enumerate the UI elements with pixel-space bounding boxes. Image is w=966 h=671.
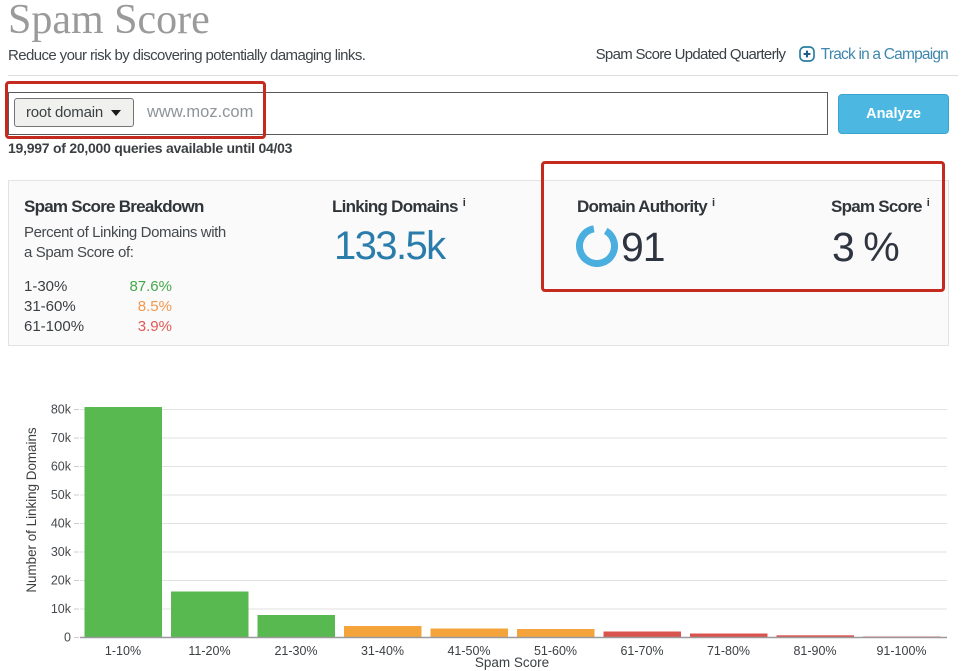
svg-text:71-80%: 71-80% [707,644,750,658]
svg-text:Number of Linking Domains: Number of Linking Domains [24,427,39,593]
svg-text:80k: 80k [51,403,72,417]
svg-text:91-100%: 91-100% [876,644,926,658]
svg-text:50k: 50k [51,488,72,502]
svg-text:0: 0 [64,631,71,645]
svg-text:1-10%: 1-10% [105,644,141,658]
svg-text:20k: 20k [51,574,72,588]
svg-text:11-20%: 11-20% [188,644,230,658]
svg-text:Spam Score: Spam Score [475,655,549,670]
svg-text:30k: 30k [51,545,72,559]
svg-text:61-70%: 61-70% [620,644,663,658]
svg-text:41-50%: 41-50% [447,644,490,658]
svg-text:51-60%: 51-60% [534,644,577,658]
svg-text:70k: 70k [51,431,72,445]
svg-text:81-90%: 81-90% [793,644,836,658]
svg-text:60k: 60k [51,460,72,474]
svg-text:10k: 10k [51,602,72,616]
svg-text:21-30%: 21-30% [274,644,317,658]
svg-text:31-40%: 31-40% [361,644,404,658]
svg-text:40k: 40k [51,517,72,531]
